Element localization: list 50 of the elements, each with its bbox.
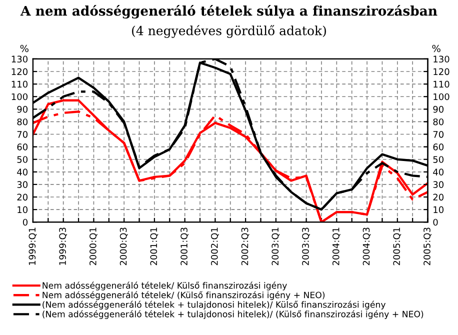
y-tick-label: 80 [17,118,28,126]
y-tick-label: 60 [17,144,28,150]
y2-tick-label: 70 [433,130,444,138]
y-axis-title: % [20,44,28,52]
x-tick-label: 2004:Q3 [362,228,371,266]
y-tick-label: 120 [12,68,28,76]
y-tick-label: 110 [12,80,28,88]
x-tick-label: 1999:Q3 [59,228,67,265]
chart-subtitle: (4 negyedéves gördülő adatok) [132,25,326,38]
y2-tick-label: 90 [433,106,444,113]
y-tick-label: 70 [17,130,28,138]
y-tick-label: 90 [17,106,28,113]
y2-tick-label: 10 [434,206,444,214]
x-tick-label: 2003:Q1 [272,228,280,266]
y2-tick-label: 0 [433,218,438,226]
y-tick-label: 20 [17,194,28,201]
legend-label: (Nem adósséggeneráló tételek + tulajdonosi hitelek)/ (Külső finanszirozási igény + NEO) [42,310,424,319]
y-tick-label: 40 [17,168,28,176]
x-tick-label: 2001:Q1 [150,228,158,266]
y-tick-label: 50 [17,156,28,163]
x-tick-label: 2000:Q1 [90,228,98,266]
y-tick-label: 0 [22,218,28,226]
x-tick-label: 2004:Q1 [332,228,340,266]
y2-tick-label: 130 [434,56,450,63]
y-tick-label: 10 [18,206,28,214]
y2-axis-title: % [432,44,440,52]
y2-tick-label: 80 [433,118,444,126]
y2-tick-label: 50 [433,156,444,163]
y2-tick-label: 20 [433,194,444,201]
x-tick-label: 2005:Q3 [424,228,432,266]
x-tick-label: 2002:Q3 [241,228,250,266]
y-tick-label: 130 [12,56,28,63]
legend-label: Nem adósséggeneráló tételek/ (Külső finanszirozási igény + NEO) [42,291,325,300]
y2-tick-label: 120 [434,68,450,76]
x-tick-label: 2003:Q3 [302,228,310,266]
y2-tick-label: 110 [434,80,450,88]
legend-label: (Nem adósséggeneráló tételek + tulajdonosi hitelek)/ Külső finanszirozási igény [42,300,386,310]
y2-tick-label: 30 [433,181,444,188]
x-tick-label: 1999:Q1 [28,228,37,265]
y2-tick-label: 60 [433,144,444,150]
y2-tick-label: 40 [433,168,444,176]
x-tick-label: 2005:Q1 [393,228,402,266]
x-tick-label: 2001:Q3 [180,228,188,266]
y2-tick-label: 100 [434,93,450,100]
x-tick-label: 2002:Q1 [210,228,219,266]
x-tick-label: 2000:Q3 [120,228,128,266]
chart-title: A nem adósséggeneráló tételek súlya a finanszirozásban [20,5,438,19]
y-tick-label: 100 [12,93,28,100]
legend-label: Nem adósséggeneráló tételek/ Külső finanszirozási igény [42,282,287,290]
y-tick-label: 30 [17,181,28,188]
